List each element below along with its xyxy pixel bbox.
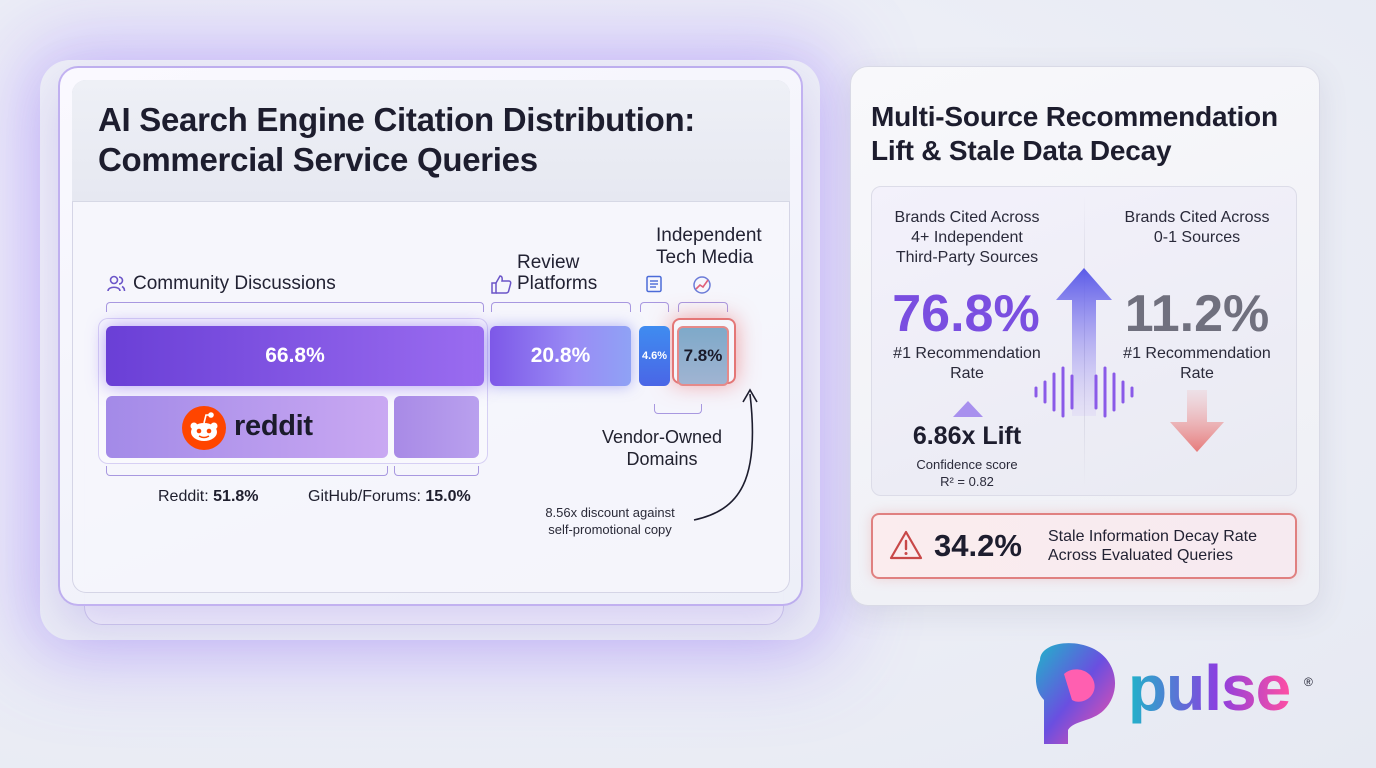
discount-line2: self-promotional copy (548, 522, 672, 537)
label-review-line2: Platforms (517, 273, 598, 294)
github-name: GitHub/Forums: (308, 488, 426, 505)
lift-triangle-icon (953, 401, 983, 417)
stale-decay-label: Stale Information Decay Rate Across Eval… (1048, 527, 1288, 565)
multi-source-head-1: Brands Cited Across (894, 209, 1040, 226)
multi-source-rate-label: #1 Recommendation Rate (867, 344, 1067, 384)
multi-source-head-3: Third-Party Sources (895, 249, 1039, 266)
multi-source-rate: 76.8% (892, 285, 1040, 343)
label-review-line1: Review (517, 252, 580, 273)
multi-source-head-2: 4+ Independent (911, 229, 1023, 246)
bar-vendor-owned: 4.6% (639, 326, 670, 386)
pulse-wordmark-text: pulse (1128, 654, 1290, 724)
single-source-head-1: Brands Cited Across (1124, 209, 1270, 226)
single-source-head-2: 0-1 Sources (1153, 229, 1241, 246)
bracket-reddit (106, 466, 388, 476)
reddit-name: Reddit: (158, 488, 214, 505)
right-panel-title: Multi-Source Recommendation Lift & Stale… (871, 100, 1311, 168)
bar-independent-tech-media: 7.8% (677, 326, 729, 386)
down-arrow-icon (1170, 390, 1224, 452)
vendor-owned-label: Vendor-Owned Domains (592, 426, 732, 470)
right-title-line1: Multi-Source Recommendation (871, 101, 1278, 132)
discount-annotation: 8.56x discount against self-promotional … (520, 504, 700, 538)
bracket-vendor-owned (654, 404, 702, 414)
single-source-rate: 11.2% (1124, 285, 1270, 343)
document-icon (646, 275, 662, 293)
confidence-line2: R² = 0.82 (940, 474, 994, 489)
reddit-wordmark: reddit (234, 410, 313, 442)
bracket-review (491, 302, 631, 312)
single-source-rate-label-1: #1 Recommendation (1123, 345, 1271, 362)
single-source-heading: Brands Cited Across 0-1 Sources (1097, 208, 1297, 248)
lift-value: 6.86x Lift (912, 422, 1022, 450)
bar-reddit (106, 396, 388, 458)
pulse-logo-icon (1035, 643, 1116, 744)
stale-decay-label-1: Stale Information Decay Rate (1048, 528, 1257, 545)
stale-decay-rate: 34.2% (934, 528, 1022, 563)
reddit-share-label: Reddit: 51.8% (158, 488, 259, 506)
bar-community-discussions: 66.8% (106, 326, 484, 386)
vendor-label-line2: Domains (626, 449, 698, 469)
right-title-line2: Lift & Stale Data Decay (871, 135, 1172, 166)
trend-chart-icon (693, 276, 711, 294)
bracket-github (394, 466, 479, 476)
confidence-line1: Confidence score (916, 457, 1018, 472)
github-share-label: GitHub/Forums: 15.0% (308, 488, 471, 506)
label-tech-line1: Independent (656, 225, 762, 246)
bracket-community (106, 302, 484, 312)
bar-review-platforms: 20.8% (490, 326, 631, 386)
bar-label-review: 20.8% (530, 344, 591, 367)
bracket-vendor (640, 302, 669, 312)
github-value: 15.0% (425, 488, 471, 505)
multi-source-rate-label-2: Rate (950, 365, 984, 382)
single-source-rate-label: #1 Recommendation Rate (1097, 344, 1297, 384)
discount-line1: 8.56x discount against (545, 505, 675, 520)
label-community-discussions: Community Discussions (133, 273, 336, 294)
stale-decay-box (871, 513, 1297, 579)
registered-mark: ® (1304, 675, 1313, 689)
bar-github-forums (394, 396, 479, 458)
multi-source-heading: Brands Cited Across 4+ Independent Third… (867, 208, 1067, 268)
single-source-rate-label-2: Rate (1180, 365, 1214, 382)
left-panel-header (72, 80, 790, 202)
users-icon (107, 275, 126, 292)
bar-label-community: 66.8% (265, 344, 325, 367)
warning-icon (889, 530, 923, 560)
label-tech-line2: Tech Media (656, 247, 754, 268)
bar-label-tech: 7.8% (683, 346, 723, 365)
bracket-tech (678, 302, 728, 312)
up-arrow-icon (1056, 268, 1112, 416)
left-panel-title: AI Search Engine Citation Distribution: … (98, 101, 695, 178)
stale-decay-label-2: Across Evaluated Queries (1048, 547, 1233, 564)
multi-source-rate-label-1: #1 Recommendation (893, 345, 1041, 362)
confidence-score: Confidence score R² = 0.82 (887, 456, 1047, 490)
thumbs-up-icon (491, 275, 512, 294)
vendor-label-line1: Vendor-Owned (601, 427, 723, 447)
reddit-logo (182, 406, 226, 450)
reddit-value: 51.8% (213, 488, 259, 505)
curved-arrow-icon (693, 388, 758, 521)
bar-label-vendor: 4.6% (641, 350, 668, 362)
waveform-icon (1034, 366, 1134, 418)
